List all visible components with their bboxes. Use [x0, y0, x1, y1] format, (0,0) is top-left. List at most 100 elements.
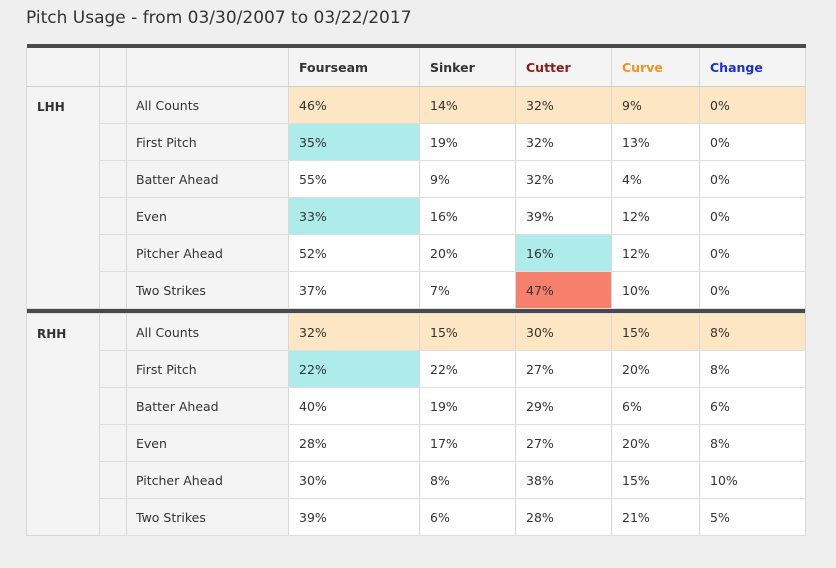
usage-cell-curve: 21% [611, 498, 700, 536]
row-spacer [99, 387, 127, 425]
usage-cell-change: 0% [699, 86, 806, 124]
usage-cell-fourseam: 39% [288, 498, 420, 536]
usage-cell-sinker: 20% [419, 234, 516, 272]
usage-cell-change: 0% [699, 197, 806, 235]
table-row: Two Strikes 37% 7% 47% 10% 0% [27, 271, 806, 309]
usage-cell-change: 5% [699, 498, 806, 536]
count-label: Pitcher Ahead [126, 234, 289, 272]
usage-cell-fourseam: 28% [288, 424, 420, 462]
usage-cell-cutter: 27% [515, 350, 612, 388]
usage-cell-fourseam: 52% [288, 234, 420, 272]
usage-cell-fourseam: 46% [288, 86, 420, 124]
usage-cell-fourseam: 35% [288, 123, 420, 161]
usage-cell-change: 0% [699, 160, 806, 198]
usage-cell-fourseam: 30% [288, 461, 420, 499]
usage-cell-sinker: 17% [419, 424, 516, 462]
usage-cell-cutter: 39% [515, 197, 612, 235]
usage-cell-sinker: 16% [419, 197, 516, 235]
usage-cell-change: 10% [699, 461, 806, 499]
usage-cell-fourseam: 55% [288, 160, 420, 198]
table-row: Batter Ahead 55% 9% 32% 4% 0% [27, 160, 806, 198]
usage-cell-curve: 10% [611, 271, 700, 309]
table-row: Pitcher Ahead 30% 8% 38% 15% 10% [27, 461, 806, 499]
usage-cell-change: 0% [699, 234, 806, 272]
usage-cell-cutter: 28% [515, 498, 612, 536]
usage-cell-change: 8% [699, 313, 806, 351]
usage-cell-sinker: 22% [419, 350, 516, 388]
count-label: First Pitch [126, 123, 289, 161]
table-header-row: Fourseam Sinker Cutter Curve Change [26, 48, 806, 87]
usage-cell-fourseam: 40% [288, 387, 420, 425]
table-row: Even 28% 17% 27% 20% 8% [27, 424, 806, 462]
usage-cell-cutter: 47% [515, 271, 612, 309]
table-row: Even 33% 16% 39% 12% 0% [27, 197, 806, 235]
usage-cell-sinker: 19% [419, 387, 516, 425]
usage-cell-curve: 12% [611, 234, 700, 272]
row-spacer [99, 123, 127, 161]
usage-cell-curve: 9% [611, 86, 700, 124]
table-row: Batter Ahead 40% 19% 29% 6% 6% [27, 387, 806, 425]
usage-cell-curve: 20% [611, 350, 700, 388]
table-row: Pitcher Ahead 52% 20% 16% 12% 0% [27, 234, 806, 272]
pitch-usage-table-container: Fourseam Sinker Cutter Curve Change LHH A… [26, 44, 806, 536]
row-spacer [99, 197, 127, 235]
batter-side-label: LHH [26, 86, 100, 309]
table-body: LHH All Counts 46% 14% 32% 9% 0% First Pitch 35%… [26, 86, 806, 536]
usage-cell-fourseam: 33% [288, 197, 420, 235]
usage-cell-sinker: 9% [419, 160, 516, 198]
usage-cell-cutter: 38% [515, 461, 612, 499]
count-label: Even [126, 424, 289, 462]
count-label: First Pitch [126, 350, 289, 388]
row-spacer [99, 160, 127, 198]
count-label: Pitcher Ahead [126, 461, 289, 499]
usage-cell-curve: 12% [611, 197, 700, 235]
count-label: Two Strikes [126, 271, 289, 309]
table-row: Two Strikes 39% 6% 28% 21% 5% [27, 498, 806, 536]
row-spacer [99, 461, 127, 499]
usage-cell-sinker: 6% [419, 498, 516, 536]
header-empty-gap [99, 48, 127, 87]
table-row: LHH All Counts 46% 14% 32% 9% 0% [26, 86, 806, 309]
header-change[interactable]: Change [699, 48, 806, 87]
header-empty-side [26, 48, 100, 87]
usage-cell-change: 6% [699, 387, 806, 425]
header-cutter[interactable]: Cutter [515, 48, 612, 87]
usage-cell-cutter: 16% [515, 234, 612, 272]
table-row: First Pitch 35% 19% 32% 13% 0% [27, 123, 806, 161]
usage-cell-curve: 20% [611, 424, 700, 462]
row-spacer [99, 86, 127, 124]
header-sinker[interactable]: Sinker [419, 48, 516, 87]
batter-side-label: RHH [26, 313, 100, 536]
usage-cell-cutter: 32% [515, 86, 612, 124]
row-spacer [99, 313, 127, 351]
count-label: All Counts [126, 313, 289, 351]
usage-cell-curve: 15% [611, 313, 700, 351]
pitch-usage-table: Fourseam Sinker Cutter Curve Change LHH A… [26, 44, 806, 536]
row-spacer [99, 350, 127, 388]
table-row: RHH All Counts 32% 15% 30% 15% 8% [26, 313, 806, 536]
group-separator [26, 308, 806, 314]
usage-cell-sinker: 15% [419, 313, 516, 351]
usage-cell-cutter: 29% [515, 387, 612, 425]
usage-cell-curve: 4% [611, 160, 700, 198]
usage-cell-change: 8% [699, 350, 806, 388]
count-label: Batter Ahead [126, 387, 289, 425]
usage-cell-fourseam: 22% [288, 350, 420, 388]
table-row: First Pitch 22% 22% 27% 20% 8% [27, 350, 806, 388]
usage-cell-curve: 15% [611, 461, 700, 499]
row-spacer [99, 271, 127, 309]
usage-cell-curve: 13% [611, 123, 700, 161]
usage-cell-curve: 6% [611, 387, 700, 425]
usage-cell-sinker: 14% [419, 86, 516, 124]
usage-cell-cutter: 32% [515, 123, 612, 161]
header-curve[interactable]: Curve [611, 48, 700, 87]
header-fourseam[interactable]: Fourseam [288, 48, 420, 87]
usage-cell-change: 0% [699, 123, 806, 161]
usage-cell-change: 8% [699, 424, 806, 462]
row-spacer [99, 498, 127, 536]
usage-cell-fourseam: 37% [288, 271, 420, 309]
usage-cell-cutter: 27% [515, 424, 612, 462]
usage-cell-cutter: 32% [515, 160, 612, 198]
count-label: Batter Ahead [126, 160, 289, 198]
usage-cell-sinker: 8% [419, 461, 516, 499]
